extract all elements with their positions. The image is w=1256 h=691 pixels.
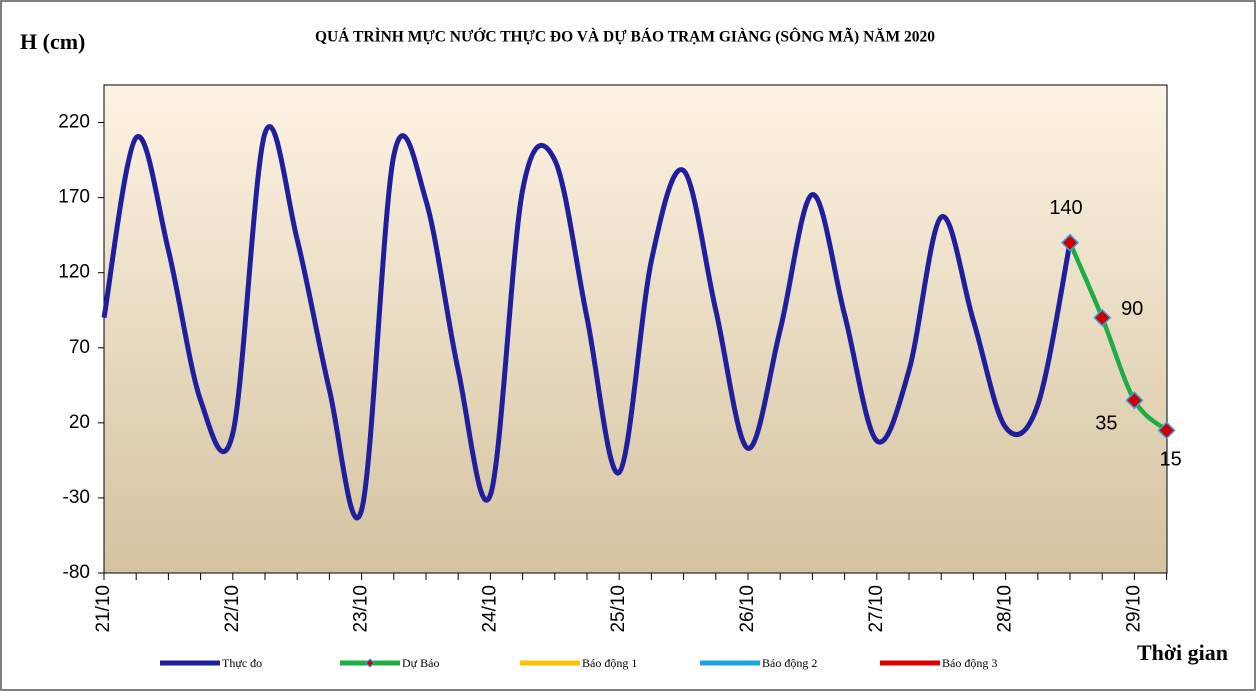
legend-label: Báo động 2 <box>762 656 817 670</box>
y-tick-label: -80 <box>63 562 90 583</box>
y-tick-label: 170 <box>58 187 90 208</box>
x-tick-label: 25/10 <box>608 585 629 633</box>
series-line <box>101 124 1073 521</box>
x-tick-label: 21/10 <box>93 585 114 633</box>
data-label: 140 <box>1049 197 1082 219</box>
legend-label: Thực đo <box>222 656 262 670</box>
legend-label: Dự Báo <box>402 656 440 670</box>
legend-marker <box>365 658 375 668</box>
y-tick-label: 70 <box>69 337 90 358</box>
marker <box>1060 233 1080 252</box>
x-tick-label: 24/10 <box>479 585 500 633</box>
series-line <box>1067 241 1169 433</box>
data-label: 15 <box>1159 449 1181 471</box>
x-tick-label: 26/10 <box>737 585 758 633</box>
marker <box>1125 391 1144 410</box>
y-axis-label: H (cm) <box>20 29 85 54</box>
data-label: 35 <box>1095 413 1117 435</box>
x-tick-label: 22/10 <box>222 585 243 633</box>
legend-label: Báo động 1 <box>582 656 637 670</box>
data-label: 90 <box>1121 298 1143 320</box>
y-tick-label: -30 <box>63 487 90 508</box>
x-tick-label: 28/10 <box>995 585 1016 633</box>
x-axis-label: Thời gian <box>1137 640 1228 665</box>
x-tick-label: 29/10 <box>1123 585 1144 633</box>
y-tick-label: 220 <box>58 112 90 133</box>
plot-area <box>103 84 1168 574</box>
x-tick-label: 27/10 <box>866 585 887 633</box>
legend-label: Báo động 3 <box>942 656 997 670</box>
y-tick-label: 120 <box>58 262 90 283</box>
marker <box>1157 421 1176 440</box>
x-tick-label: 23/10 <box>351 585 372 633</box>
y-tick-label: 20 <box>69 412 90 433</box>
chart-title: QUÁ TRÌNH MỰC NƯỚC THỰC ĐO VÀ DỰ BÁO TRẠ… <box>315 28 935 46</box>
marker <box>1093 308 1112 327</box>
